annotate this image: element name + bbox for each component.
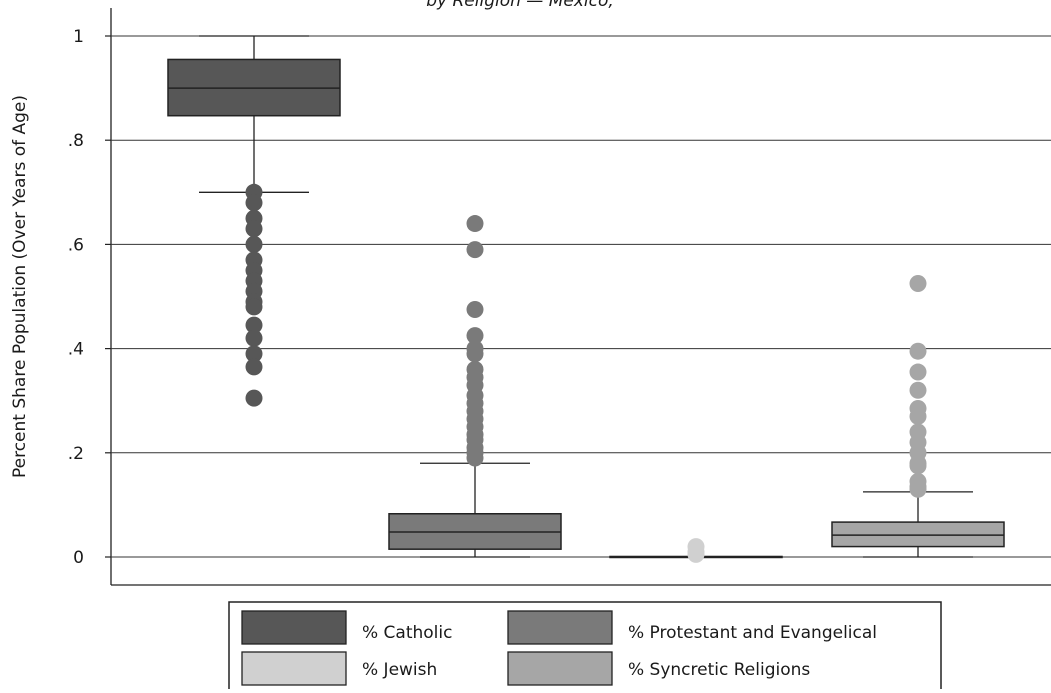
outlier-point-0-10 (246, 298, 263, 315)
outlier-point-0-15 (246, 390, 263, 407)
legend-swatch-3 (508, 652, 612, 685)
legend-swatch-0 (242, 611, 346, 644)
outlier-point-1-1 (467, 241, 484, 258)
outlier-point-1-18 (467, 450, 484, 467)
outlier-point-1-5 (467, 345, 484, 362)
outlier-point-3-1 (910, 343, 927, 360)
y-tick-label-5: 1 (73, 27, 84, 47)
chart-title-fragment: by Religion — Mexico, (426, 0, 614, 11)
y-axis-label: Percent Share Population (Over Years of … (10, 95, 30, 478)
outlier-point-3-10 (910, 457, 927, 474)
outlier-point-2-2 (688, 546, 705, 563)
outlier-point-0-4 (246, 236, 263, 253)
y-tick-label-4: .8 (68, 131, 84, 151)
outlier-point-1-2 (467, 301, 484, 318)
legend-label-0: % Catholic (362, 623, 452, 643)
outlier-point-1-0 (467, 215, 484, 232)
outlier-point-3-13 (910, 481, 927, 498)
legend-swatch-1 (508, 611, 612, 644)
outlier-point-0-1 (246, 194, 263, 211)
legend-label-2: % Jewish (362, 660, 437, 680)
legend-label-3: % Syncretic Religions (628, 660, 810, 680)
legend-label-1: % Protestant and Evangelical (628, 623, 877, 643)
y-tick-label-1: .2 (68, 444, 84, 464)
outlier-point-0-12 (246, 330, 263, 347)
outlier-point-3-3 (910, 382, 927, 399)
outlier-point-3-0 (910, 275, 927, 292)
outlier-point-0-3 (246, 220, 263, 237)
legend-swatch-2 (242, 652, 346, 685)
outlier-point-3-2 (910, 364, 927, 381)
y-tick-label-0: 0 (73, 548, 84, 568)
y-tick-label-2: .4 (68, 340, 84, 360)
box-3 (832, 522, 1004, 546)
y-tick-label-3: .6 (68, 235, 84, 255)
outlier-point-3-5 (910, 408, 927, 425)
outlier-point-0-14 (246, 358, 263, 375)
